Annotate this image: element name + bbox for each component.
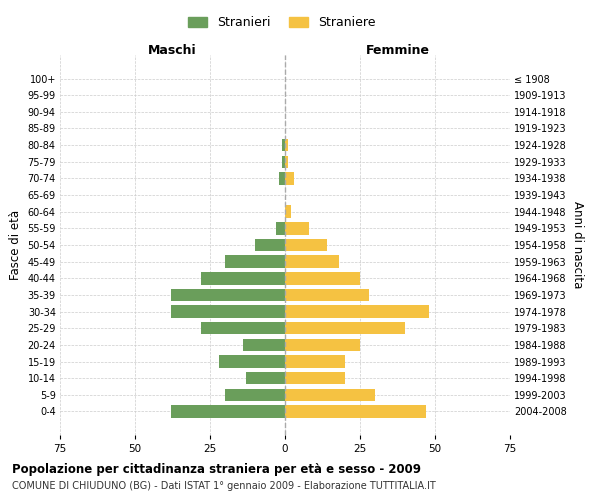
Bar [285,239,327,251]
Bar [171,306,285,318]
Bar [276,222,285,234]
Bar [285,372,345,384]
Y-axis label: Fasce di età: Fasce di età [9,210,22,280]
Bar [285,405,426,417]
Bar [285,338,360,351]
Bar [285,139,288,151]
Bar [171,405,285,417]
Bar [285,356,345,368]
Text: Femmine: Femmine [365,44,430,57]
Bar [201,272,285,284]
Bar [285,206,291,218]
Legend: Stranieri, Straniere: Stranieri, Straniere [184,11,380,34]
Bar [285,172,294,184]
Text: Maschi: Maschi [148,44,197,57]
Bar [285,256,339,268]
Bar [171,288,285,301]
Bar [285,288,369,301]
Bar [219,356,285,368]
Bar [285,306,429,318]
Text: COMUNE DI CHIUDUNO (BG) - Dati ISTAT 1° gennaio 2009 - Elaborazione TUTTITALIA.I: COMUNE DI CHIUDUNO (BG) - Dati ISTAT 1° … [12,481,436,491]
Bar [282,156,285,168]
Bar [285,322,405,334]
Bar [282,139,285,151]
Bar [225,388,285,401]
Bar [243,338,285,351]
Bar [285,222,309,234]
Bar [285,272,360,284]
Text: Popolazione per cittadinanza straniera per età e sesso - 2009: Popolazione per cittadinanza straniera p… [12,462,421,475]
Y-axis label: Anni di nascita: Anni di nascita [571,202,584,288]
Bar [279,172,285,184]
Bar [225,256,285,268]
Bar [255,239,285,251]
Bar [246,372,285,384]
Bar [201,322,285,334]
Bar [285,388,375,401]
Bar [285,156,288,168]
